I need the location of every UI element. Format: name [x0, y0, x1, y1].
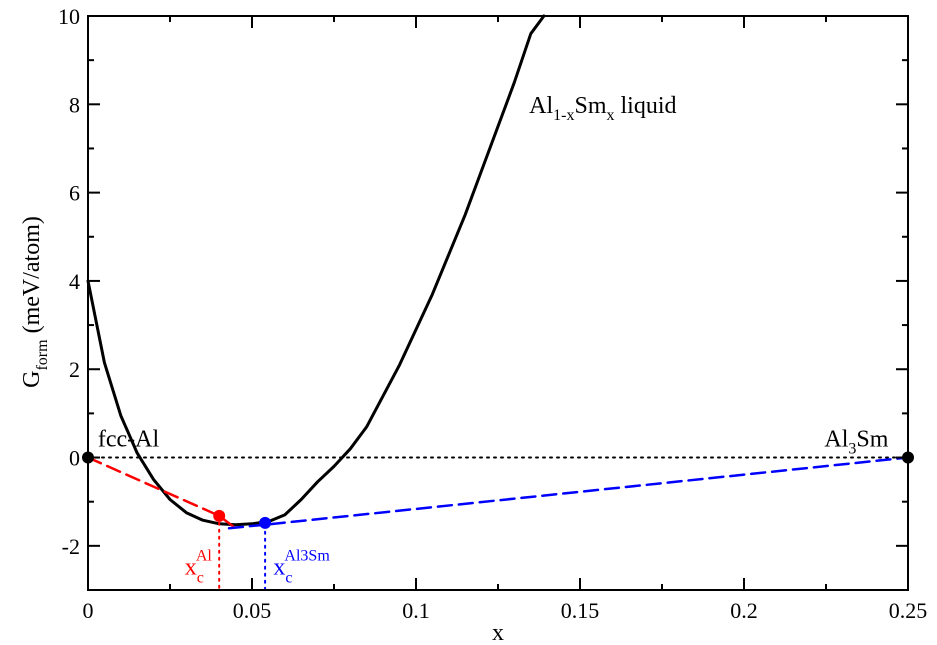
data-point-4: [259, 516, 272, 529]
y-tick-label: 10: [58, 4, 80, 29]
y-axis-label: Gform (meV/atom): [19, 216, 51, 388]
y-tick-label: 4: [69, 269, 80, 294]
data-point-3: [213, 509, 226, 522]
series-tangent-blue: [227, 456, 910, 530]
y-tick-label: 6: [69, 181, 80, 206]
y-tick-label: -2: [62, 534, 80, 559]
y-tick-label: 8: [69, 92, 80, 117]
x-tick-label: 0.25: [889, 598, 928, 623]
fcc-al-label: fcc-Al: [98, 427, 160, 453]
plot-frame: [87, 15, 909, 591]
chart-marks: [82, 14, 914, 591]
tick-labels: 0 0.05 0.1 0.15 0.2 0.25 -2 0 2 4 6 8 10: [58, 4, 927, 623]
y-tick-label: 0: [69, 446, 80, 471]
liquid-curve-label: Al1-xSmx liquid: [529, 93, 676, 124]
axis-ticks: [87, 15, 909, 591]
x-tick-label: 0.1: [402, 598, 430, 623]
x-tick-label: 0: [83, 598, 94, 623]
series-tangent-red: [86, 456, 237, 530]
x-tick-label: 0.05: [233, 598, 272, 623]
x-tick-label: 0.15: [561, 598, 600, 623]
x-tick-label: 0.2: [730, 598, 758, 623]
xc-al-label: xcAl: [185, 548, 213, 587]
xc-al3sm-label: xcAl3Sm: [273, 548, 330, 587]
x-axis-label: x: [492, 620, 504, 645]
y-tick-label: 2: [69, 357, 80, 382]
al3sm-label: Al3Sm: [824, 427, 888, 458]
